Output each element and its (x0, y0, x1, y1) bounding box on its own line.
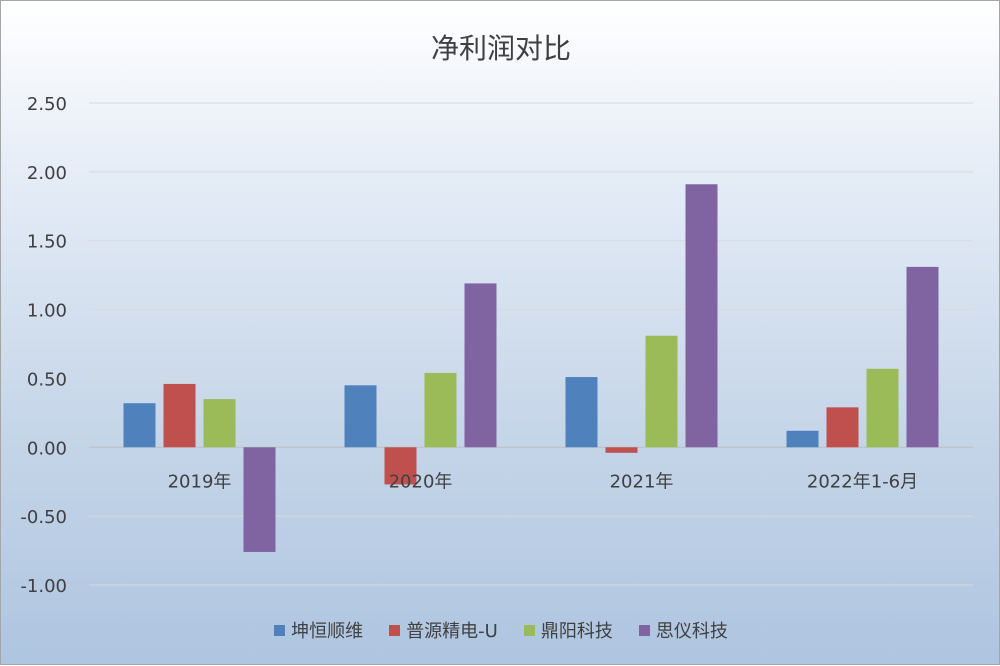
y-tick-label: 1.00 (27, 301, 67, 322)
legend-label: 普源精电-U (406, 621, 498, 642)
legend-label: 思仪科技 (655, 621, 728, 642)
x-tick-label: 2021年 (610, 471, 674, 492)
chart-title: 净利润对比 (430, 32, 571, 65)
legend-item: 思仪科技 (638, 617, 728, 643)
legend-item: 坤恒顺维 (274, 617, 363, 643)
bar (123, 403, 156, 448)
bar (826, 407, 859, 448)
bar (243, 447, 276, 552)
legend-swatch (389, 624, 401, 636)
bar (344, 385, 377, 448)
x-tick-label: 2022年1-6月 (807, 471, 918, 492)
y-tick-label: 1.50 (27, 232, 67, 253)
legend: 坤恒顺维 普源精电-U 鼎阳科技 思仪科技 (1, 617, 1000, 643)
legend-label: 坤恒顺维 (291, 621, 364, 642)
bar (906, 266, 939, 448)
y-tick-label: 2.00 (27, 163, 67, 184)
legend-swatch (274, 624, 286, 636)
y-tick-label: 2.50 (27, 94, 67, 115)
x-tick-label: 2019年 (168, 471, 232, 492)
legend-item: 鼎阳科技 (523, 617, 613, 643)
bar (565, 377, 598, 448)
bar (163, 383, 196, 448)
bar (866, 368, 899, 448)
bar (786, 430, 819, 448)
y-tick-label: -0.50 (20, 507, 67, 528)
bar (605, 447, 638, 453)
y-tick-label: 0.00 (27, 438, 67, 459)
legend-item: 普源精电-U (389, 617, 498, 643)
bar (203, 399, 236, 448)
y-tick-label: 0.50 (27, 369, 67, 390)
legend-swatch (523, 624, 535, 636)
bar (464, 283, 497, 448)
legend-swatch (638, 624, 650, 636)
x-tick-label: 2020年 (389, 471, 453, 492)
bar (685, 184, 718, 448)
bar (645, 335, 678, 448)
bar (424, 372, 457, 448)
bar (384, 447, 417, 485)
y-tick-label: -1.00 (20, 576, 67, 597)
legend-label: 鼎阳科技 (540, 621, 613, 642)
